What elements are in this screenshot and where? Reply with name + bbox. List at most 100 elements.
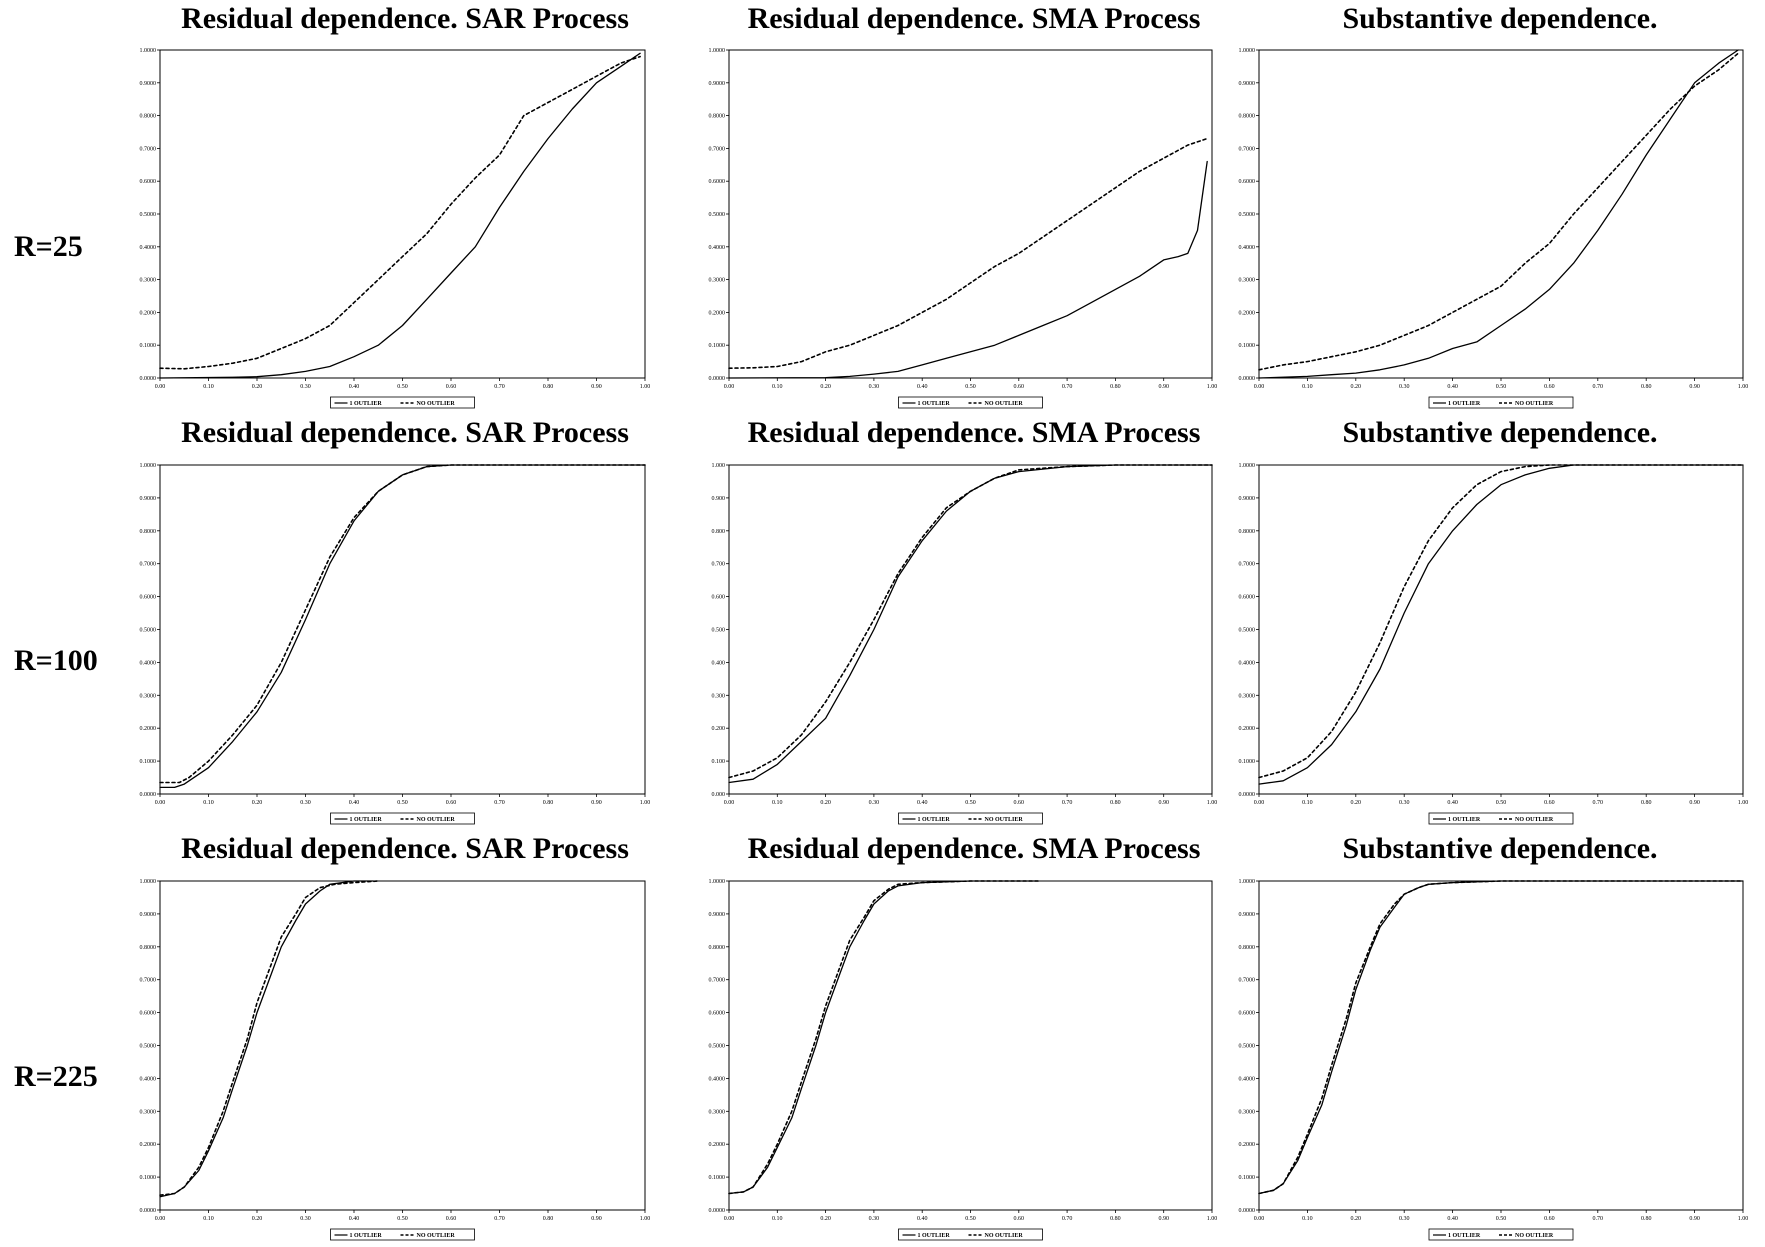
x-tick-label: 0.60 — [446, 384, 457, 390]
plot-frame — [159, 49, 646, 379]
x-tick-label: 0.10 — [772, 800, 783, 806]
x-tick-label: 0.10 — [1302, 800, 1313, 806]
y-tick-label: 0.9000 — [1239, 496, 1256, 502]
series-line-no-outlier — [728, 137, 1208, 369]
series-line-1-outlier — [159, 464, 646, 789]
x-tick-label: 0.40 — [1447, 384, 1458, 390]
x-tick-label: 0.50 — [397, 800, 408, 806]
y-tick-label: 0.2000 — [140, 726, 157, 732]
x-tick-label: 1.00 — [640, 384, 651, 390]
x-tick-label: 0.50 — [1496, 1216, 1507, 1222]
x-tick-label: 0.60 — [1014, 1216, 1025, 1222]
x-tick-label: 0.40 — [917, 384, 928, 390]
y-tick-label: 0.2000 — [709, 1142, 726, 1148]
y-tick-label: 0.3000 — [1239, 693, 1256, 699]
y-tick-label: 0.7000 — [709, 978, 726, 984]
legend-label-1-outlier: 1 OUTLIER — [1448, 817, 1481, 823]
y-tick-label: 0.400 — [712, 660, 726, 666]
legend: 1 OUTLIER NO OUTLIER — [898, 396, 1043, 409]
y-tick-label: 0.3000 — [140, 693, 157, 699]
y-tick-label: 0.1000 — [1239, 343, 1256, 349]
y-tick-label: 1.0000 — [709, 48, 726, 54]
y-tick-label: 0.8000 — [1239, 114, 1256, 120]
x-tick-label: 0.50 — [1496, 384, 1507, 390]
y-tick-label: 0.800 — [712, 529, 726, 535]
x-tick-label: 0.30 — [1399, 1216, 1410, 1222]
series-line-1-outlier — [1258, 49, 1739, 379]
panel-title: Residual dependence. SMA Process — [748, 832, 1201, 865]
series-line-no-outlier — [1258, 52, 1739, 371]
y-tick-label: 0.2000 — [140, 310, 157, 316]
panel-title: Residual dependence. SAR Process — [181, 416, 629, 449]
x-tick-label: 1.00 — [640, 800, 651, 806]
legend-label-1-outlier: 1 OUTLIER — [350, 401, 383, 407]
y-tick-label: 1.0000 — [140, 879, 157, 885]
y-tick-label: 0.0000 — [1239, 1208, 1256, 1214]
x-tick-label: 0.40 — [917, 1216, 928, 1222]
x-tick-label: 0.30 — [300, 384, 311, 390]
x-tick-label: 0.80 — [543, 800, 554, 806]
plot-frame — [159, 464, 646, 795]
x-tick-label: 0.40 — [349, 1216, 360, 1222]
legend: 1 OUTLIER NO OUTLIER — [1428, 1228, 1574, 1241]
y-tick-label: 0.8000 — [140, 529, 157, 535]
plot-frame — [1258, 49, 1744, 379]
row-label-r25: R=25 — [14, 230, 83, 263]
x-tick-label: 1.00 — [1207, 800, 1218, 806]
x-tick-label: 0.90 — [1158, 1216, 1169, 1222]
y-tick-label: 0.600 — [712, 595, 726, 601]
y-tick-label: 0.9000 — [140, 496, 157, 502]
x-tick-label: 0.80 — [1641, 384, 1652, 390]
y-tick-label: 0.0000 — [709, 376, 726, 382]
legend-label-no-outlier: NO OUTLIER — [1515, 1233, 1554, 1239]
x-tick-label: 0.80 — [1110, 800, 1121, 806]
x-tick-label: 0.80 — [543, 1216, 554, 1222]
x-tick-label: 0.70 — [494, 1216, 505, 1222]
x-tick-label: 0.50 — [397, 384, 408, 390]
panel-title: Residual dependence. SMA Process — [748, 2, 1201, 35]
y-tick-label: 1.0000 — [1239, 48, 1256, 54]
legend-label-no-outlier: NO OUTLIER — [417, 401, 456, 407]
x-tick-label: 1.00 — [640, 1216, 651, 1222]
x-tick-label: 0.70 — [1593, 1216, 1604, 1222]
y-tick-label: 1.0000 — [1239, 463, 1256, 469]
plot-frame — [728, 880, 1213, 1211]
legend: 1 OUTLIER NO OUTLIER — [330, 812, 475, 825]
y-tick-label: 0.8000 — [1239, 945, 1256, 951]
y-tick-label: 0.4000 — [140, 660, 157, 666]
legend-label-1-outlier: 1 OUTLIER — [918, 817, 951, 823]
y-tick-label: 0.1000 — [1239, 1175, 1256, 1181]
legend-label-no-outlier: NO OUTLIER — [985, 1233, 1024, 1239]
y-tick-label: 0.4000 — [709, 245, 726, 251]
x-tick-label: 0.30 — [300, 1216, 311, 1222]
y-tick-label: 0.000 — [712, 792, 726, 798]
x-tick-label: 0.60 — [1544, 384, 1555, 390]
y-tick-label: 0.6000 — [140, 179, 157, 185]
y-tick-label: 0.3000 — [709, 278, 726, 284]
y-tick-label: 1.000 — [712, 463, 726, 469]
x-tick-label: 0.40 — [1447, 1216, 1458, 1222]
x-tick-label: 0.20 — [820, 1216, 831, 1222]
series-line-no-outlier — [159, 464, 646, 784]
legend: 1 OUTLIER NO OUTLIER — [898, 1228, 1043, 1241]
panel-title: Substantive dependence. — [1342, 416, 1657, 449]
panel-r3-c3: Substantive dependence.0.00000.10000.200… — [1239, 832, 1748, 1241]
panel-r1-c2: Residual dependence. SMA Process 0.0000 0.… — [709, 2, 1217, 409]
legend-label-1-outlier: 1 OUTLIER — [350, 1233, 383, 1239]
panel-r2-c1: Residual dependence. SAR Process 0.0000 0.… — [140, 416, 651, 825]
series-line-1-outlier — [728, 464, 1213, 784]
x-tick-label: 1.00 — [1738, 800, 1749, 806]
y-tick-label: 0.0000 — [140, 376, 157, 382]
y-tick-label: 0.5000 — [709, 1044, 726, 1050]
x-tick-label: 0.50 — [965, 1216, 976, 1222]
x-tick-label: 0.90 — [591, 384, 602, 390]
y-tick-label: 0.5000 — [140, 212, 157, 218]
series-line-no-outlier — [728, 464, 1213, 779]
x-tick-label: 0.00 — [724, 1216, 735, 1222]
y-tick-label: 0.8000 — [140, 114, 157, 120]
x-tick-label: 0.50 — [1496, 800, 1507, 806]
x-tick-label: 0.30 — [869, 384, 880, 390]
x-tick-label: 0.00 — [724, 800, 735, 806]
y-tick-label: 0.1000 — [140, 343, 157, 349]
plot-frame — [159, 880, 646, 1211]
